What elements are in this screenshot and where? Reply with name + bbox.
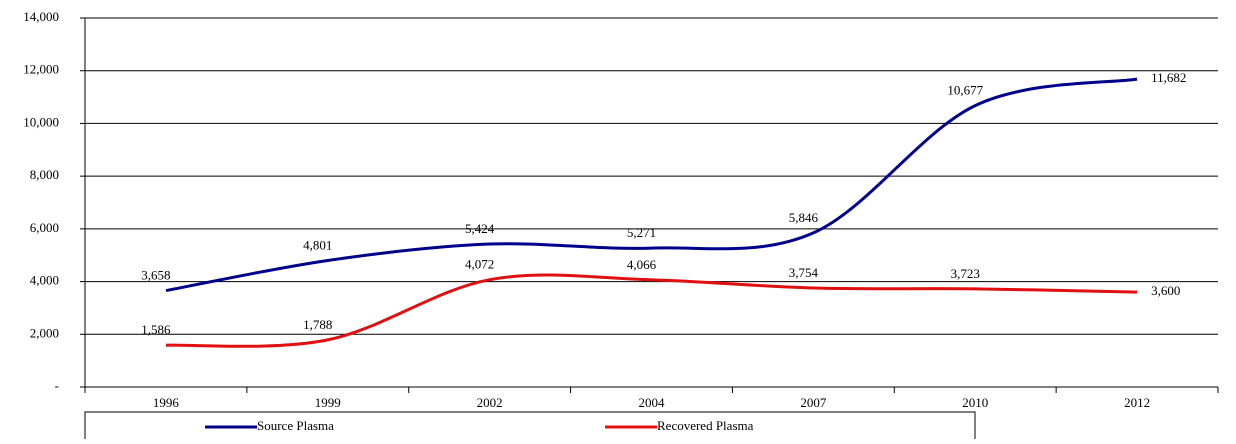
y-tick-label: 2,000 bbox=[30, 325, 59, 340]
data-label: 3,600 bbox=[1151, 283, 1180, 298]
data-label: 1,788 bbox=[303, 317, 332, 332]
data-label: 5,846 bbox=[789, 210, 819, 225]
legend-label: Source Plasma bbox=[257, 418, 334, 433]
data-label: 1,586 bbox=[141, 322, 171, 337]
x-tick-label: 1999 bbox=[315, 395, 341, 410]
data-label: 5,271 bbox=[627, 225, 656, 240]
data-label: 3,658 bbox=[141, 268, 170, 283]
y-tick-label: 10,000 bbox=[23, 114, 59, 129]
data-label: 4,072 bbox=[465, 257, 494, 272]
legend-label: Recovered Plasma bbox=[657, 418, 754, 433]
series-line bbox=[165, 273, 1138, 348]
x-tick-label: 2007 bbox=[800, 395, 827, 410]
data-label: 4,066 bbox=[627, 257, 657, 272]
x-tick-label: 2004 bbox=[639, 395, 666, 410]
data-label: 11,682 bbox=[1151, 70, 1186, 85]
y-tick-label: 6,000 bbox=[30, 220, 59, 235]
y-tick-label: 14,000 bbox=[23, 9, 59, 24]
data-label: 3,754 bbox=[789, 265, 819, 280]
data-label: 4,801 bbox=[303, 237, 332, 252]
x-tick-label: 1996 bbox=[153, 395, 180, 410]
y-tick-label: - bbox=[55, 378, 59, 393]
x-tick-label: 2002 bbox=[477, 395, 503, 410]
y-tick-label: 8,000 bbox=[30, 167, 59, 182]
x-tick-label: 2010 bbox=[962, 395, 988, 410]
y-tick-label: 4,000 bbox=[30, 273, 59, 288]
y-tick-label: 12,000 bbox=[23, 62, 59, 77]
data-label: 3,723 bbox=[951, 266, 980, 281]
series-line bbox=[165, 77, 1138, 293]
data-label: 10,677 bbox=[947, 83, 983, 98]
data-label: 5,424 bbox=[465, 221, 495, 236]
x-tick-label: 2012 bbox=[1124, 395, 1150, 410]
